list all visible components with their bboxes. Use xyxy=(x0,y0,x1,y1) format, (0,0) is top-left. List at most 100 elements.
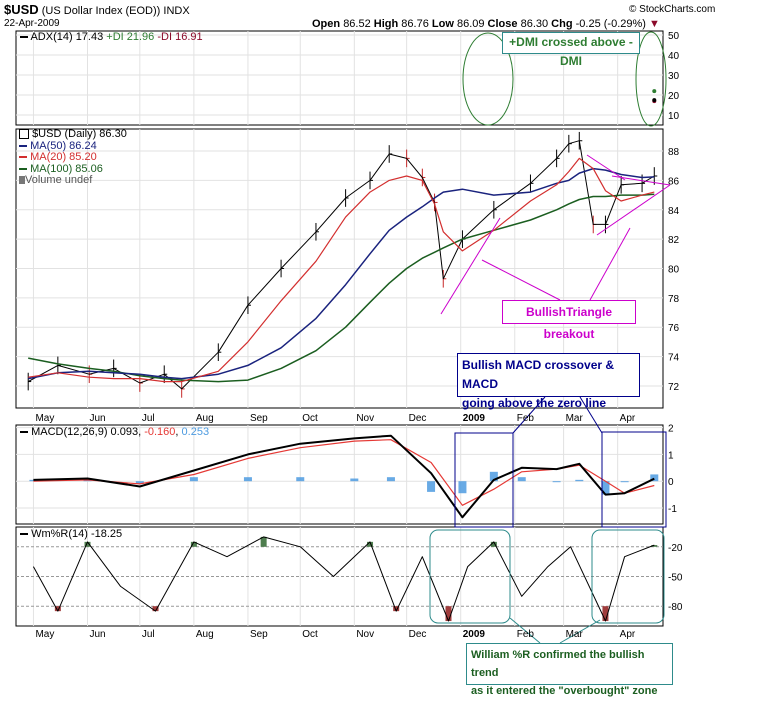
x-tick-label-bottom: 2009 xyxy=(463,629,486,640)
x-tick-label-top: 2009 xyxy=(463,413,486,424)
x-tick-label-top: Dec xyxy=(409,413,427,424)
williams-legend: Wm%R(14) -18.25 xyxy=(20,528,122,540)
x-tick-label-top: Apr xyxy=(620,413,636,424)
x-tick-label-bottom: Feb xyxy=(517,629,535,640)
macd-callout-pointer-1 xyxy=(512,396,546,434)
triangle-support-line-2 xyxy=(596,184,671,236)
y-tick-label: 40 xyxy=(668,51,680,62)
y-tick-label: 82 xyxy=(668,235,680,246)
high-value: 86.76 xyxy=(401,18,429,30)
macd-legend-name: MACD(12,26,9) xyxy=(31,426,108,438)
x-tick-label-top: Nov xyxy=(356,413,374,424)
oversold-fill xyxy=(393,606,400,612)
y-tick-label: 76 xyxy=(668,323,680,334)
ohlc-summary: Open 86.52 High 86.76 Low 86.09 Close 86… xyxy=(312,18,660,30)
willr-annotation-line1: William %R confirmed the bullish trend xyxy=(471,649,645,679)
macd-highlight-box-2 xyxy=(601,431,667,528)
index-name: (US Dollar Index (EOD)) xyxy=(41,5,161,17)
triangle-callout-pointer-1 xyxy=(481,259,561,301)
williams-r-line xyxy=(32,536,655,622)
overbought-fill xyxy=(490,541,497,547)
macd-legend-signal: -0.160 xyxy=(144,426,176,438)
y-tick-label: 88 xyxy=(668,147,680,158)
adx-legend-swatch xyxy=(20,36,28,39)
x-tick-label-bottom: Mar xyxy=(566,629,584,640)
y-tick-label: 80 xyxy=(668,265,680,276)
price-legend-ma20: MA(20) 85.20 xyxy=(19,151,127,164)
macd-annotation-line2: going above the zero line xyxy=(462,396,607,410)
dmi-cross-ellipse-2 xyxy=(635,31,667,127)
low-label: Low xyxy=(431,18,454,30)
y-tick-label: 78 xyxy=(668,294,680,305)
exchange: INDX xyxy=(163,5,190,17)
overbought-fill xyxy=(84,541,91,547)
oversold-fill xyxy=(152,606,159,612)
x-tick-label-bottom: Jun xyxy=(90,629,106,640)
y-tick-label: 72 xyxy=(668,382,680,393)
macd-histogram-bar xyxy=(575,479,584,482)
y-tick-label: 50 xyxy=(668,31,680,42)
macd-line xyxy=(33,434,655,519)
macd-histogram-bar xyxy=(350,478,359,482)
copyright: © StockCharts.com xyxy=(629,4,716,15)
ma50-line xyxy=(28,167,655,380)
macd-histogram-bar xyxy=(83,479,92,482)
macd-histogram-bar xyxy=(601,481,610,495)
overbought-fill xyxy=(190,541,197,547)
overbought-fill xyxy=(651,545,658,547)
oversold-fill xyxy=(445,606,452,622)
ma20-line xyxy=(28,157,655,383)
macd-histogram-bar xyxy=(243,477,252,482)
x-tick-label-top: Jul xyxy=(142,413,155,424)
price-legend: $USD (Daily) 86.30 MA(50) 86.24 MA(20) 8… xyxy=(19,128,127,187)
y-tick-label: 30 xyxy=(668,71,680,82)
pdi-end-point xyxy=(652,89,657,94)
close-value: 86.30 xyxy=(520,18,549,30)
chg-label: Chg xyxy=(551,18,573,30)
macd-histogram-bar xyxy=(296,477,305,482)
y-tick-label: 20 xyxy=(668,91,680,102)
x-tick-label-bottom: May xyxy=(35,629,54,640)
down-arrow-icon: ▼ xyxy=(649,18,660,30)
triangle-upper-line xyxy=(611,175,671,186)
willr-callout-pointer-2 xyxy=(559,619,601,644)
y-tick-label: -1 xyxy=(668,504,677,515)
x-tick-label-bottom: Aug xyxy=(196,629,214,640)
willr-highlight-box-2 xyxy=(591,529,665,624)
willr-highlight-box-1 xyxy=(429,529,511,624)
close-label: Close xyxy=(487,18,518,30)
macd-histogram-bar xyxy=(189,477,198,482)
high-label: High xyxy=(373,18,399,30)
y-tick-label: 1 xyxy=(668,450,674,461)
macd-legend: MACD(12,26,9) 0.093, -0.160, 0.253 xyxy=(20,426,209,438)
williams-legend-text: Wm%R(14) -18.25 xyxy=(31,528,123,540)
x-tick-label-top: Aug xyxy=(196,413,214,424)
x-tick-label-bottom: Apr xyxy=(620,629,636,640)
x-tick-label-bottom: Jul xyxy=(142,629,155,640)
dmi-annotation: +DMI crossed above -DMI xyxy=(502,32,640,68)
price-legend-volume: Volume undef xyxy=(19,174,127,187)
ma100-line xyxy=(28,193,655,383)
willr-annotation: William %R confirmed the bullish trend a… xyxy=(466,643,673,697)
triangle-resistance-line xyxy=(586,154,626,181)
open-value: 86.52 xyxy=(343,18,371,30)
macd-histogram-bar xyxy=(517,477,526,482)
x-tick-label-top: Mar xyxy=(566,413,584,424)
x-tick-label-bottom: Oct xyxy=(302,629,318,640)
macd-annotation-line1: Bullish MACD crossover & MACD xyxy=(462,358,615,391)
symbol: $USD xyxy=(4,2,39,17)
adx-legend-adx: ADX(14) 17.43 xyxy=(30,31,104,43)
triangle-callout-pointer-2 xyxy=(589,227,631,301)
y-tick-label: 10 xyxy=(668,111,680,122)
x-tick-label-top: Jun xyxy=(90,413,106,424)
macd-signal-line xyxy=(33,439,655,506)
macd-annotation: Bullish MACD crossover & MACD going abov… xyxy=(457,353,640,410)
macd-histogram-bar xyxy=(552,481,561,483)
x-tick-label-top: Feb xyxy=(517,413,535,424)
y-tick-label: -80 xyxy=(668,602,683,613)
open-label: Open xyxy=(312,18,341,30)
chg-value: -0.25 (-0.29%) xyxy=(575,18,646,30)
macd-histogram-bar xyxy=(650,474,659,482)
macd-histogram-bar xyxy=(620,481,629,483)
y-tick-label: 86 xyxy=(668,176,680,187)
